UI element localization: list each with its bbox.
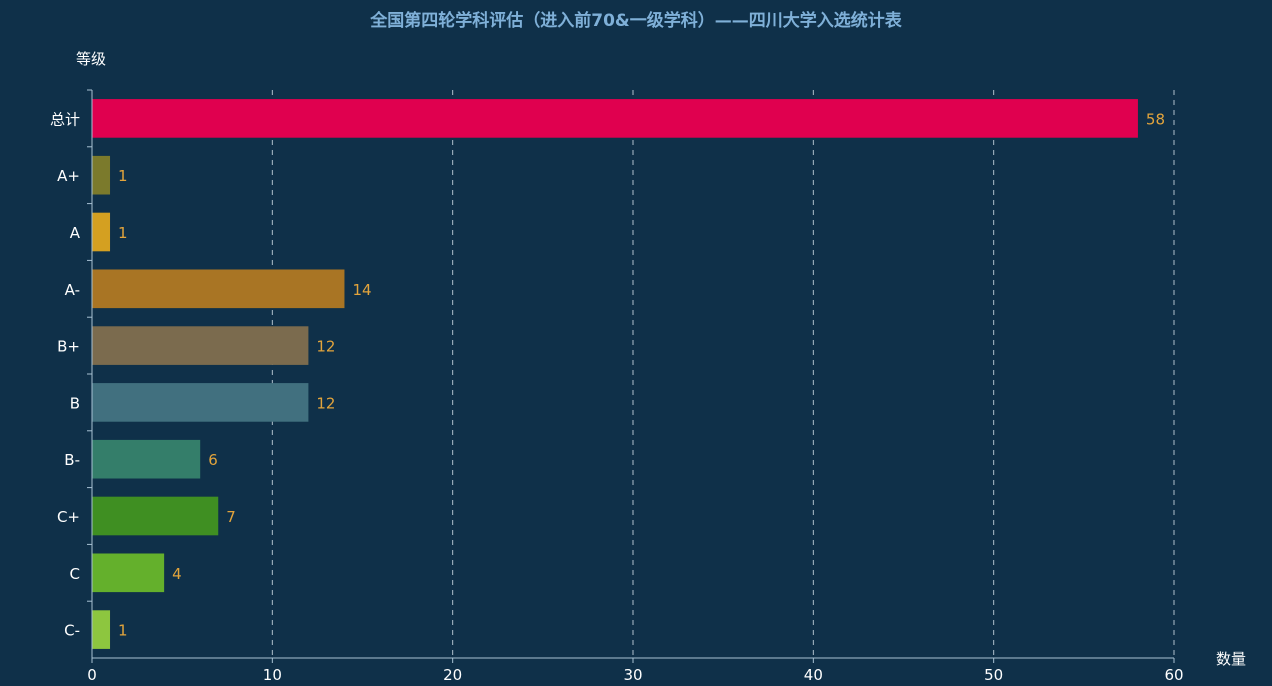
x-tick-label: 10 [263,666,282,684]
y-tick-label: B [70,394,80,412]
y-tick-label: A+ [57,167,80,185]
data-label: 1 [118,167,128,185]
x-tick-label: 0 [87,666,97,684]
y-tick-label: 总计 [50,110,80,128]
data-label: 6 [208,451,218,469]
y-tick-label: A [70,224,81,242]
grid-lines [271,90,1175,658]
data-label: 12 [316,394,335,412]
labels: 总计 58A+ 1A 1A- 14B+ 12B 12B- 6C+ 7C 4C- 10 10 20 30 40… [50,110,1184,684]
bar [92,212,111,252]
y-tick-label: A- [65,281,80,299]
bar [92,496,219,536]
y-tick-label: B- [64,451,80,469]
x-tick-label: 30 [623,666,642,684]
bar [92,99,1138,138]
x-tick-label: 40 [804,666,823,684]
bar [92,269,345,309]
chart-title: 全国第四轮学科评估（进入前70&一级学科）——四川大学入选统计表 [369,10,902,31]
data-label: 4 [172,565,182,583]
bar [92,610,111,649]
bar [92,383,309,422]
x-axis-label: 数量 [1216,650,1246,668]
x-tick-label: 60 [1164,666,1183,684]
bars [92,99,1138,649]
bar [92,553,165,593]
bar [92,326,309,365]
data-label: 14 [352,281,371,299]
axes [87,89,1175,663]
data-label: 1 [118,224,128,242]
data-label: 12 [316,338,335,356]
data-label: 7 [226,508,236,526]
y-axis-label: 等级 [76,50,106,68]
bar [92,439,201,479]
bar [92,155,111,195]
x-tick-label: 20 [443,666,462,684]
data-label: 58 [1146,110,1165,128]
data-label: 1 [118,622,128,640]
y-tick-label: B+ [57,338,80,356]
y-tick-label: C- [64,622,80,640]
y-tick-label: C+ [57,508,80,526]
y-tick-label: C [70,565,80,583]
x-tick-label: 50 [984,666,1003,684]
